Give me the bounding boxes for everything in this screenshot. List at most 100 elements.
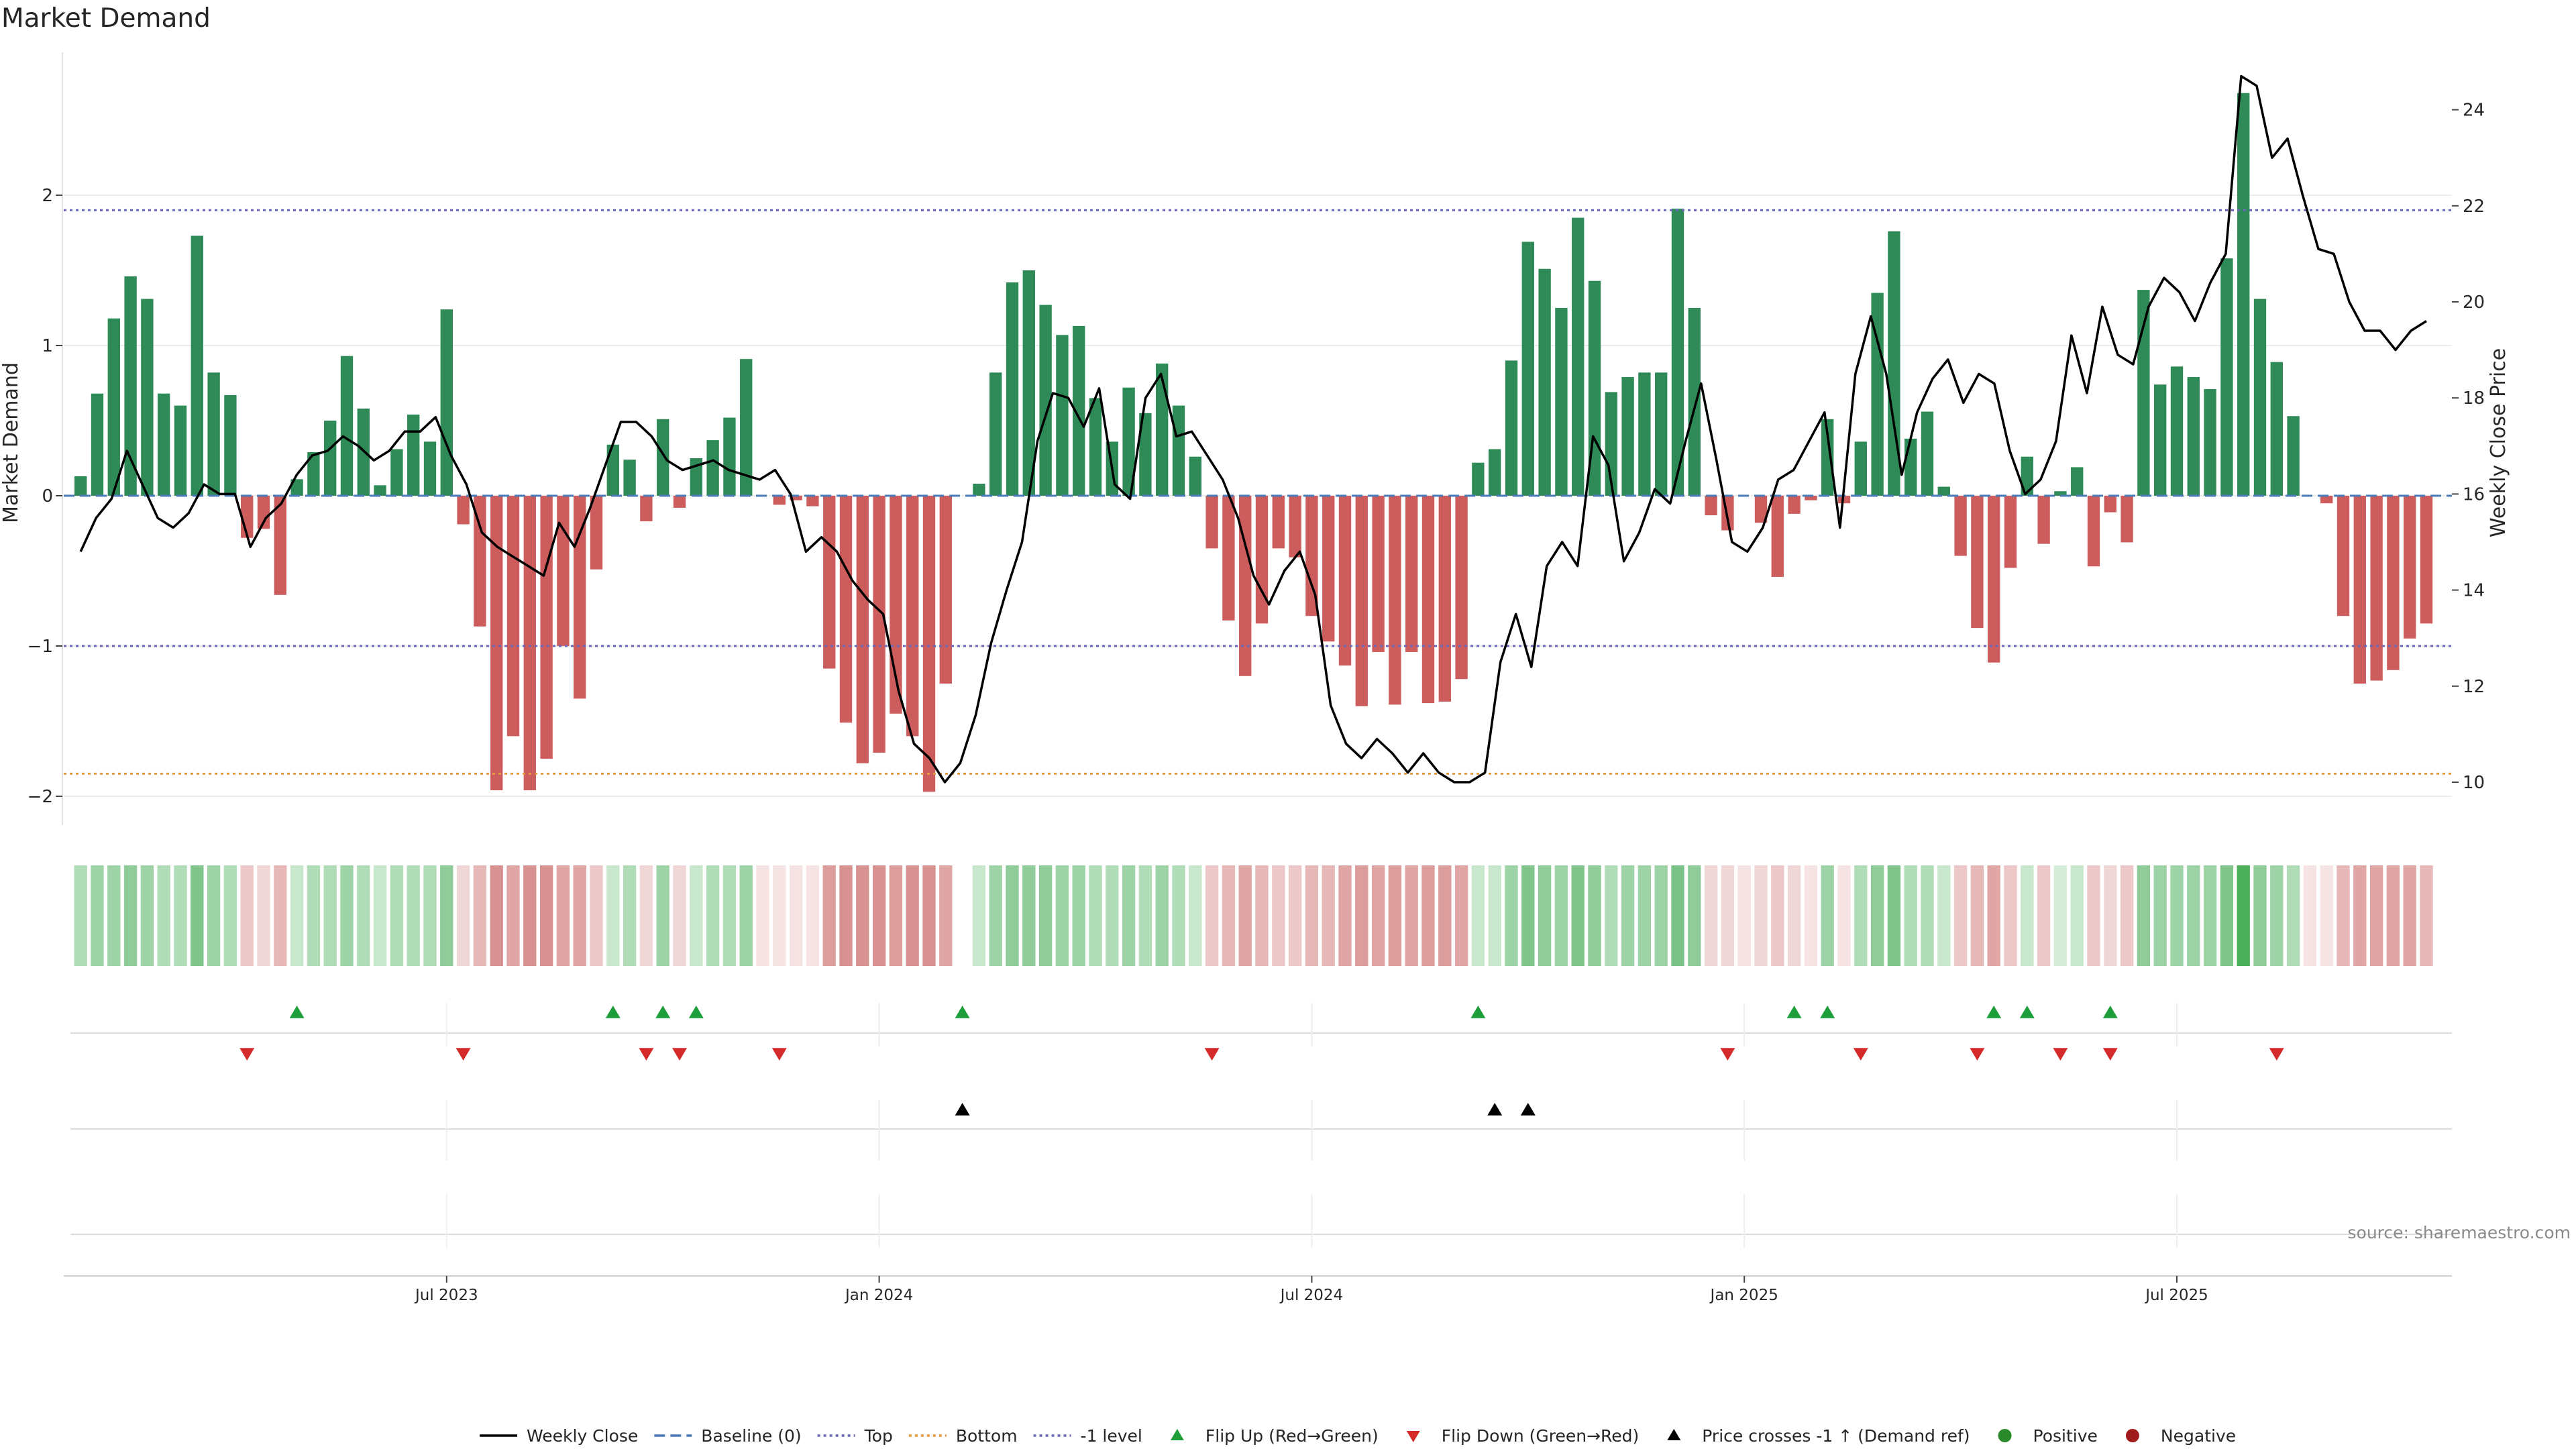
demand-bar [623, 460, 636, 496]
demand-bar [274, 496, 286, 595]
demand-bar [1805, 496, 1817, 500]
strip-cell [1521, 865, 1535, 966]
demand-bar [2387, 496, 2400, 670]
demand-bar [1937, 486, 1950, 496]
strip-cell [523, 865, 537, 966]
demand-bar [324, 421, 337, 496]
flip-up-marker [1986, 1006, 2002, 1018]
strip-cell [140, 865, 154, 966]
demand-bar [1688, 308, 1701, 496]
strip-cell [690, 865, 703, 966]
strip-cell [2120, 865, 2134, 966]
strip-cell [739, 865, 753, 966]
demand-bar [2204, 388, 2216, 496]
strip-cell [1172, 865, 1185, 966]
demand-bar [590, 496, 603, 570]
flip-up-marker [2019, 1006, 2035, 1018]
strip-cell [1921, 865, 1934, 966]
demand-bar [423, 441, 437, 496]
flip-up-marker [605, 1006, 621, 1018]
strip-cell [939, 865, 953, 966]
demand-bar [1122, 387, 1135, 496]
strip-cell [1106, 865, 1119, 966]
strip-cell [74, 865, 87, 966]
strip-cell [2070, 865, 2084, 966]
demand-bar [1156, 363, 1169, 496]
flip-up-marker [955, 1006, 970, 1018]
legend-label: Positive [2033, 1426, 2098, 1446]
demand-bar [1754, 496, 1768, 523]
legend-label: Bottom [956, 1426, 1018, 1446]
flip-down-marker [455, 1048, 471, 1061]
demand-bar [506, 496, 520, 737]
demand-bar [723, 417, 736, 496]
demand-bar [1971, 496, 1984, 629]
legend-label: -1 level [1081, 1426, 1142, 1446]
demand-bar [2220, 258, 2233, 496]
demand-bar [1788, 496, 1801, 514]
strip-cell [290, 865, 304, 966]
flip-down-marker [1853, 1048, 1868, 1061]
demand-bar [2404, 496, 2416, 639]
demand-bar [706, 440, 719, 496]
demand-bar [2370, 496, 2383, 681]
legend-swatch-dot [2125, 1429, 2139, 1442]
demand-bar [673, 496, 686, 508]
strip-cell [2037, 865, 2051, 966]
demand-bar [1871, 292, 1884, 496]
demand-bar [773, 496, 786, 505]
legend-label: Negative [2161, 1426, 2236, 1446]
demand-bar [290, 479, 303, 496]
y2-tick-label: 18 [2463, 388, 2485, 409]
legend-swatch-triangle-down [1406, 1431, 1420, 1442]
strip-cell [2170, 865, 2184, 966]
strip-cell [274, 865, 287, 966]
legend-label: Flip Up (Red→Green) [1205, 1426, 1379, 1446]
price-cross-marker [955, 1103, 970, 1116]
flip-up-marker [2102, 1006, 2118, 1018]
strip-cell [1804, 865, 1818, 966]
y2-tick-label: 20 [2463, 292, 2485, 313]
source-note: source: sharemaestro.com [2348, 1223, 2571, 1242]
strip-cell [2237, 865, 2250, 966]
flip-down-marker [2269, 1048, 2284, 1061]
demand-bar [1489, 449, 1501, 496]
legend-label: Flip Down (Green→Red) [1442, 1426, 1640, 1446]
strip-cell [2353, 865, 2367, 966]
demand-bar [839, 496, 853, 723]
flip-up-marker [688, 1006, 704, 1018]
y2-tick-label: 24 [2463, 101, 2485, 121]
flip-down-marker [239, 1048, 255, 1061]
demand-bar [307, 452, 320, 496]
strip-cell [1854, 865, 1868, 966]
strip-cell [1138, 865, 1152, 966]
strip-cell [2087, 865, 2100, 966]
strip-cell [1421, 865, 1435, 966]
strip-cell [1621, 865, 1635, 966]
demand-bar [490, 496, 503, 791]
strip-cell [2270, 865, 2284, 966]
strip-cell [1821, 865, 1834, 966]
flip-down-marker [1204, 1048, 1220, 1061]
strip-cell [357, 865, 370, 966]
demand-bar [174, 405, 187, 496]
demand-bar [606, 444, 619, 496]
demand-bar [124, 276, 137, 496]
flip-down-marker [1970, 1048, 1985, 1061]
demand-bar [1355, 496, 1368, 706]
strip-cell [2286, 865, 2300, 966]
y2-tick-label: 22 [2463, 197, 2485, 217]
demand-bar [523, 496, 536, 791]
y-tick-label: 1 [42, 336, 53, 356]
demand-bar [1389, 496, 1401, 705]
strip-cell [107, 865, 121, 966]
strip-cell [1338, 865, 1352, 966]
strip-cell [1038, 865, 1053, 966]
strip-cell [656, 865, 669, 966]
strip-cell [1704, 865, 1718, 966]
demand-bar [1089, 398, 1102, 496]
legend-item: Bottom [908, 1426, 1018, 1446]
strip-cell [1505, 865, 1518, 966]
strip-cell [2104, 865, 2117, 966]
demand-bar [2054, 491, 2067, 496]
